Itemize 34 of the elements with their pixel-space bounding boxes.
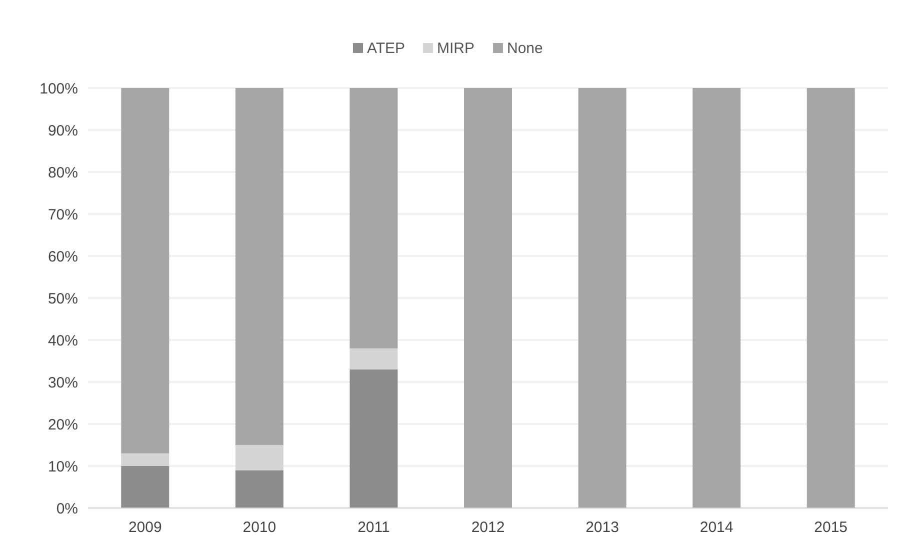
- bar: [121, 466, 170, 508]
- legend-label: MIRP: [437, 40, 474, 57]
- bar: [121, 453, 170, 466]
- x-tick-label: 2014: [700, 519, 734, 536]
- x-tick-label: 2015: [814, 519, 848, 536]
- x-tick-label: 2012: [471, 519, 505, 536]
- y-tick-label: 0%: [56, 500, 78, 518]
- legend-label: ATEP: [367, 40, 406, 57]
- x-tick-label: 2009: [128, 519, 162, 536]
- x-tick-label: 2013: [586, 519, 619, 536]
- bar: [350, 369, 398, 508]
- y-tick-label: 30%: [48, 374, 78, 392]
- bar: [350, 348, 398, 370]
- y-tick-label: 80%: [48, 164, 78, 182]
- bar: [806, 88, 855, 508]
- y-tick-label: 40%: [48, 332, 78, 350]
- bar: [235, 88, 284, 445]
- y-tick-label: 100%: [40, 80, 78, 98]
- y-tick-label: 60%: [48, 248, 78, 266]
- bar: [578, 88, 626, 508]
- bar: [692, 88, 741, 508]
- bar: [464, 88, 512, 508]
- y-tick-label: 70%: [48, 206, 78, 224]
- y-tick-label: 50%: [48, 290, 78, 308]
- y-tick-label: 20%: [48, 416, 78, 434]
- bar: [235, 470, 284, 508]
- bar: [121, 88, 170, 454]
- x-tick-label: 2010: [242, 519, 276, 536]
- y-tick-label: 90%: [48, 122, 78, 140]
- bar: [235, 445, 284, 470]
- y-tick-label: 10%: [48, 458, 78, 476]
- bar: [350, 88, 398, 348]
- legend-label: None: [507, 40, 543, 57]
- x-tick-label: 2011: [358, 519, 390, 536]
